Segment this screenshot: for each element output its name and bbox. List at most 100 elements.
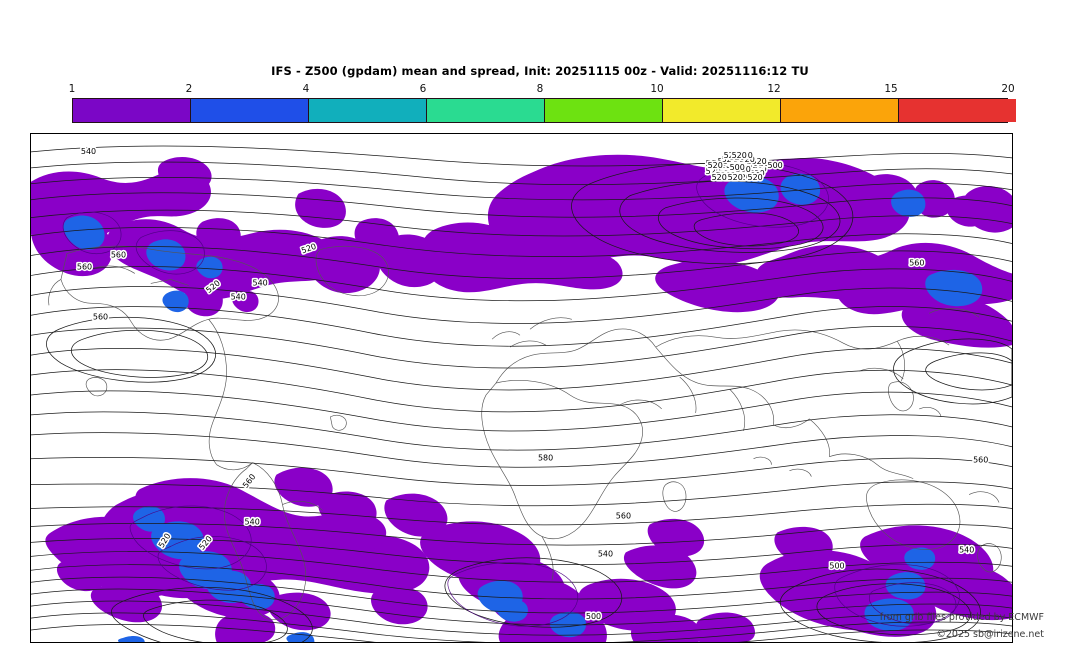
colorbar-tick-8: 8	[536, 83, 544, 95]
colorbar-segment-2-4	[191, 99, 309, 122]
svg-text:540: 540	[253, 278, 268, 287]
svg-text:520: 520	[738, 151, 753, 160]
colorbar-segment-12-15	[781, 99, 899, 122]
svg-text:500: 500	[736, 165, 751, 174]
svg-text:520: 520	[740, 167, 755, 176]
svg-text:500: 500	[730, 163, 745, 172]
svg-text:520: 520	[722, 155, 737, 164]
svg-text:540: 540	[598, 549, 613, 558]
credit-copyright: ©2025 sb@irizone.net	[936, 629, 1044, 640]
svg-text:560: 560	[93, 312, 108, 321]
svg-text:520: 520	[706, 159, 721, 168]
svg-text:520: 520	[732, 169, 747, 178]
colorbar-segment-1-2	[73, 99, 191, 122]
svg-text:520: 520	[724, 169, 739, 178]
svg-text:520: 520	[736, 173, 751, 182]
svg-text:520: 520	[728, 167, 743, 176]
svg-text:520: 520	[730, 165, 745, 174]
svg-text:520: 520	[742, 161, 757, 170]
colorbar-tick-20: 20	[1001, 83, 1015, 95]
svg-text:520: 520	[706, 167, 721, 176]
svg-text:580: 580	[538, 454, 553, 463]
colorbar-segment-4-6	[309, 99, 427, 122]
map-panel[interactable]: 540 560 560 520 520 540 520 520 520 520 …	[30, 133, 1013, 643]
svg-text:500: 500	[767, 161, 782, 170]
colorbar-container: 1 2 4 6 8 10 12 15 20	[69, 83, 1016, 123]
colorbar-tick-labels: 1 2 4 6 8 10 12 15 20	[68, 81, 1015, 97]
svg-text:520: 520	[748, 173, 763, 182]
credit-source: from grib files provided by ECMWF	[879, 612, 1044, 623]
svg-text:520: 520	[736, 169, 751, 178]
svg-text:500: 500	[829, 561, 844, 570]
svg-text:520: 520	[726, 161, 741, 170]
svg-text:520: 520	[752, 165, 767, 174]
svg-text:520: 520	[714, 163, 729, 172]
colorbar-tick-12: 12	[767, 83, 781, 95]
svg-text:520: 520	[724, 157, 739, 166]
svg-text:520: 520	[748, 161, 763, 170]
svg-text:520: 520	[730, 153, 745, 162]
colorbar-tick-1: 1	[68, 83, 76, 95]
svg-text:520: 520	[732, 151, 747, 160]
svg-text:520: 520	[712, 159, 727, 168]
svg-text:520: 520	[724, 163, 739, 172]
svg-text:520: 520	[742, 157, 757, 166]
colorbar-segment-15-20	[899, 99, 1016, 122]
svg-text:520: 520	[728, 159, 743, 168]
svg-text:520: 520	[734, 161, 749, 170]
colorbar	[72, 98, 1016, 123]
svg-text:560: 560	[111, 251, 126, 260]
svg-text:520: 520	[724, 151, 739, 160]
svg-text:520: 520	[730, 161, 745, 170]
svg-text:520: 520	[716, 171, 731, 180]
svg-text:560: 560	[616, 511, 631, 520]
svg-text:520: 520	[708, 161, 723, 170]
svg-text:520: 520	[710, 165, 725, 174]
svg-text:520: 520	[718, 157, 733, 166]
svg-text:540: 540	[245, 517, 260, 526]
svg-text:520: 520	[750, 169, 765, 178]
svg-text:520: 520	[714, 169, 729, 178]
svg-text:540: 540	[81, 147, 96, 156]
svg-text:560: 560	[973, 456, 988, 465]
svg-text:520: 520	[746, 163, 761, 172]
svg-text:520: 520	[744, 167, 759, 176]
colorbar-segment-10-12	[663, 99, 781, 122]
svg-text:500: 500	[586, 612, 601, 621]
svg-text:520: 520	[728, 173, 743, 182]
svg-text:520: 520	[726, 171, 741, 180]
svg-text:520: 520	[720, 165, 735, 174]
svg-text:520: 520	[718, 167, 733, 176]
figure-title: IFS - Z500 (gpdam) mean and spread, Init…	[271, 64, 809, 78]
map-canvas: 540 560 560 520 520 540 520 520 520 520 …	[31, 134, 1012, 642]
svg-text:520: 520	[736, 165, 751, 174]
colorbar-tick-2: 2	[185, 83, 193, 95]
svg-text:520: 520	[738, 163, 753, 172]
colorbar-segment-8-10	[545, 99, 663, 122]
svg-text:520: 520	[746, 171, 761, 180]
svg-text:520: 520	[722, 165, 737, 174]
svg-text:560: 560	[909, 258, 924, 267]
svg-text:520: 520	[720, 173, 735, 182]
svg-text:520: 520	[712, 173, 727, 182]
svg-text:520: 520	[730, 167, 745, 176]
colorbar-tick-10: 10	[650, 83, 664, 95]
svg-text:520: 520	[734, 169, 749, 178]
svg-text:540: 540	[231, 292, 246, 301]
svg-text:520: 520	[720, 159, 735, 168]
svg-text:520: 520	[740, 155, 755, 164]
spread-contour-layer	[62, 162, 960, 627]
colorbar-tick-15: 15	[884, 83, 898, 95]
colorbar-tick-4: 4	[302, 83, 310, 95]
svg-text:520: 520	[730, 157, 745, 166]
svg-text:520: 520	[732, 163, 747, 172]
svg-text:520: 520	[752, 157, 767, 166]
svg-text:520: 520	[720, 161, 735, 170]
svg-text:520: 520	[738, 169, 753, 178]
svg-text:520: 520	[734, 155, 749, 164]
colorbar-tick-6: 6	[419, 83, 427, 95]
svg-text:540: 540	[959, 545, 974, 554]
svg-text:520: 520	[716, 161, 731, 170]
svg-text:520: 520	[754, 159, 769, 168]
